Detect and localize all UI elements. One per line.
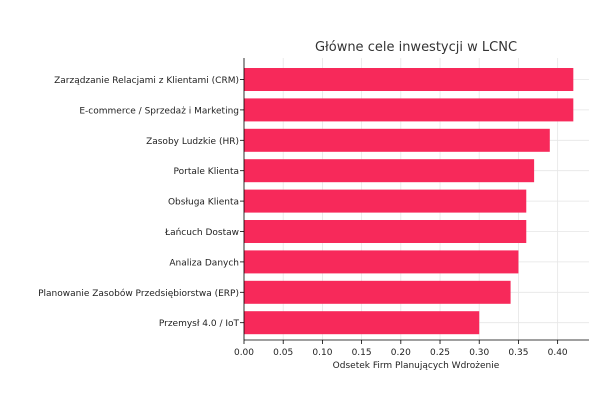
category-label: Zarządzanie Relacjami z Klientami (CRM) [54,76,239,86]
x-tick-label: 0.30 [469,348,489,358]
bar [244,280,511,304]
category-label: Analiza Danych [169,258,239,268]
bar [244,98,574,122]
category-labels: Zarządzanie Relacjami z Klientami (CRM) E… [38,76,244,329]
category-label: Przemysł 4.0 / IoT [159,319,240,329]
x-tick-label: 0.15 [352,348,372,358]
x-tick-label: 0.35 [508,348,528,358]
bar [244,68,574,91]
x-tick-label: 0.05 [273,348,293,358]
bar [244,311,480,335]
x-axis-label: Odsetek Firm Planujących Wdrożenie [333,361,500,371]
x-tick-label: 0.20 [391,348,411,358]
x-ticks: 0.00 0.05 0.10 0.15 0.20 0.25 0.30 0.35 0.40 [234,340,568,358]
bar [244,128,550,152]
bars [244,68,574,335]
x-tick-label: 0.10 [312,348,332,358]
x-tick-label: 0.40 [548,348,568,358]
category-label: Planowanie Zasobów Przedsiębiorstwa (ERP… [38,288,239,299]
category-label: Obsługa Klienta [168,198,239,208]
bar [244,159,535,183]
axes [243,58,589,341]
category-label: Zasoby Ludzkie (HR) [146,137,239,147]
bar [244,220,527,243]
x-tick-label: 0.25 [430,348,450,358]
bar [244,250,519,274]
x-tick-label: 0.00 [234,348,254,358]
bar [244,189,527,213]
category-label: Łańcuch Dostaw [164,228,239,238]
category-label: Portale Klienta [174,167,239,177]
category-label: E-commerce / Sprzedaż i Marketing [79,106,239,116]
chart-title: Główne cele inwestycji w LCNC [315,40,517,55]
